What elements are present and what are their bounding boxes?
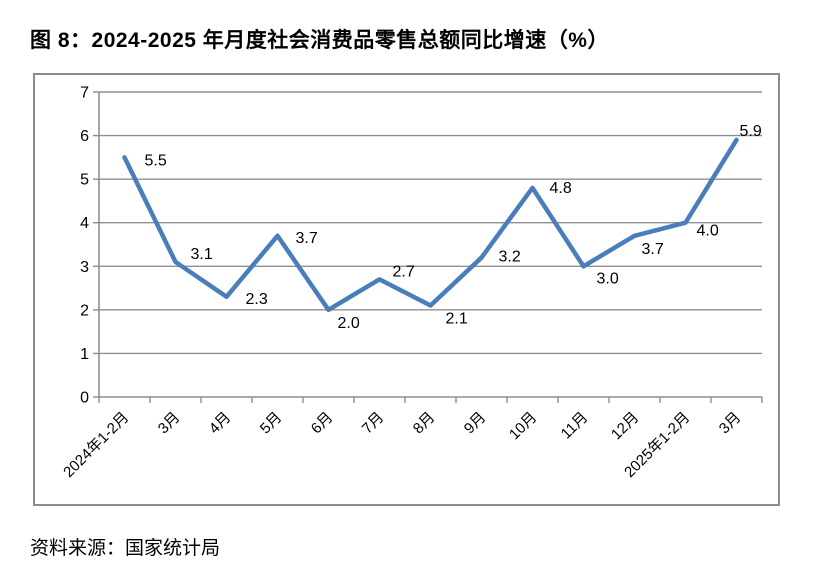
chart-frame: 0 1 2 3 4 5 6 7 2024年1-2月 3月 4月 5月 6月 7月 8月 9月 10月 11月 12月…: [33, 73, 780, 506]
svg-text:3月: 3月: [716, 409, 745, 438]
svg-text:6月: 6月: [308, 409, 337, 438]
svg-text:5.9: 5.9: [740, 123, 762, 140]
svg-text:10月: 10月: [506, 409, 540, 443]
svg-text:9月: 9月: [461, 409, 490, 438]
svg-text:5: 5: [80, 172, 89, 189]
svg-text:7月: 7月: [359, 409, 388, 438]
svg-text:5.5: 5.5: [145, 152, 167, 169]
svg-text:3.7: 3.7: [642, 241, 664, 258]
svg-text:4月: 4月: [206, 409, 235, 438]
svg-text:8月: 8月: [410, 409, 439, 438]
source-note: 资料来源：国家统计局: [30, 538, 221, 559]
svg-text:2.1: 2.1: [446, 311, 468, 328]
svg-text:2.3: 2.3: [246, 291, 268, 308]
svg-text:12月: 12月: [608, 409, 642, 443]
svg-text:4.8: 4.8: [550, 180, 572, 197]
svg-text:3: 3: [80, 259, 89, 276]
svg-text:2.0: 2.0: [338, 315, 360, 332]
svg-text:3.0: 3.0: [597, 270, 619, 287]
svg-text:3.1: 3.1: [191, 246, 213, 263]
svg-text:5月: 5月: [257, 409, 286, 438]
svg-text:2024年1-2月: 2024年1-2月: [60, 409, 132, 481]
svg-text:3.7: 3.7: [296, 230, 318, 247]
svg-text:7: 7: [80, 85, 89, 102]
svg-text:2.7: 2.7: [393, 263, 415, 280]
svg-text:3月: 3月: [155, 409, 184, 438]
svg-text:1: 1: [80, 346, 89, 363]
page-title: 图 8：2024-2025 年月度社会消费品零售总额同比增速（%）: [30, 29, 609, 52]
svg-text:11月: 11月: [558, 409, 592, 443]
svg-text:6: 6: [80, 128, 89, 145]
svg-text:4: 4: [80, 215, 89, 232]
svg-text:3.2: 3.2: [499, 249, 521, 266]
svg-text:0: 0: [80, 390, 89, 407]
svg-text:4.0: 4.0: [697, 223, 719, 240]
line-chart-svg: 0 1 2 3 4 5 6 7 2024年1-2月 3月 4月 5月 6月 7月 8月 9月 10月 11月 12月…: [60, 85, 763, 481]
svg-text:2: 2: [80, 302, 89, 319]
